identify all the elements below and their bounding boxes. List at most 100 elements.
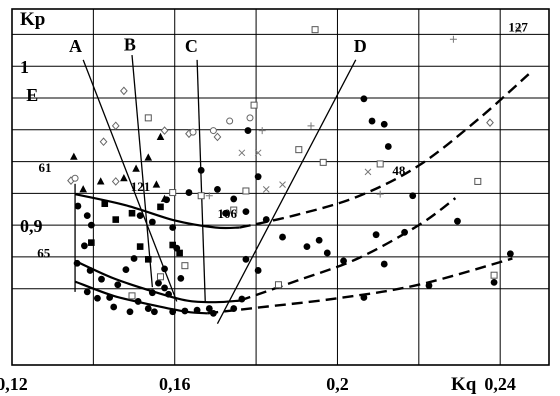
data-markers (67, 26, 522, 317)
marker-filled-square (136, 243, 144, 250)
marker-filled-circle (230, 305, 238, 312)
marker-plus (376, 190, 384, 198)
marker-filled-circle (73, 259, 81, 267)
marker-filled-circle (193, 306, 201, 314)
marker-filled-circle (254, 267, 262, 274)
marker-filled-circle (205, 305, 213, 312)
x-tick-label: 0,16 (159, 374, 191, 394)
marker-open-square (169, 189, 177, 197)
marker-filled-square (101, 200, 109, 207)
marker-filled-circle (94, 294, 101, 302)
marker-open-circle (189, 128, 197, 136)
marker-filled-circle (161, 284, 168, 292)
marker-open-circle (209, 127, 217, 135)
marker-open-circle (226, 117, 234, 125)
marker-filled-circle (74, 202, 82, 210)
marker-filled-square (144, 256, 152, 263)
marker-filled-circle (238, 295, 246, 303)
point-label: 61 (38, 160, 51, 175)
marker-filled-circle (340, 257, 347, 265)
marker-filled-circle (181, 307, 189, 315)
fit-curve-dashed (239, 73, 530, 229)
marker-open-square (250, 101, 258, 109)
marker-open-square (474, 177, 482, 185)
marker-filled-circle (401, 228, 408, 236)
marker-filled-circle (368, 117, 376, 125)
curve-label-c: C (185, 36, 198, 56)
marker-open-square (490, 271, 498, 279)
x-tick-label: 0,2 (326, 374, 349, 394)
marker-filled-circle (83, 288, 91, 296)
marker-filled-circle (150, 308, 158, 316)
marker-filled-triangle (156, 132, 165, 140)
marker-filled-circle (360, 95, 368, 103)
marker-filled-triangle (160, 194, 169, 202)
point-label: 121 (131, 179, 151, 194)
marker-open-square (144, 114, 152, 122)
marker-filled-triangle (132, 164, 140, 172)
marker-open-square (319, 158, 327, 166)
marker-open-square (274, 281, 282, 289)
marker-filled-square (176, 249, 183, 257)
marker-open-diamond (213, 132, 222, 142)
marker-filled-circle (81, 242, 88, 250)
marker-filled-circle (222, 209, 229, 217)
marker-filled-circle (165, 290, 173, 298)
boundary-line-c (196, 59, 206, 302)
marker-filled-circle (380, 120, 388, 128)
marker-filled-circle (126, 308, 134, 316)
marker-open-circle (71, 174, 79, 182)
marker-filled-circle (409, 192, 417, 200)
marker-filled-circle (454, 217, 461, 225)
marker-open-square (295, 146, 303, 154)
grid-lines (12, 9, 549, 365)
y-tick-label: 1 (20, 57, 29, 77)
marker-plus (258, 127, 266, 135)
marker-filled-circle (136, 212, 144, 220)
marker-filled-circle (155, 279, 162, 287)
marker-plus (205, 192, 213, 200)
marker-filled-triangle (152, 180, 161, 188)
marker-filled-square (169, 241, 176, 249)
marker-filled-circle (244, 127, 252, 134)
marker-filled-triangle (96, 177, 105, 185)
marker-filled-circle (303, 243, 311, 250)
marker-filled-circle (262, 216, 270, 223)
marker-filled-circle (106, 294, 114, 301)
marker-open-square (311, 26, 319, 34)
marker-cross (515, 26, 522, 34)
marker-plus (307, 122, 315, 130)
marker-filled-circle (506, 250, 514, 258)
marker-filled-circle (214, 185, 221, 193)
marker-filled-circle (110, 303, 118, 311)
marker-filled-circle (279, 233, 286, 241)
boundary-line-b (131, 55, 153, 288)
chart-labels: A B C D E 127 61 121 106 48 65 (26, 19, 528, 260)
marker-filled-circle (169, 224, 177, 231)
marker-filled-circle (372, 231, 380, 239)
fit-curve-solid (74, 280, 208, 315)
boundary-lines (74, 55, 357, 324)
marker-filled-circle (130, 255, 138, 262)
marker-filled-circle (242, 208, 250, 216)
marker-filled-circle (134, 298, 142, 305)
y-axis-title: Kp (20, 9, 45, 30)
marker-open-circle (246, 114, 254, 122)
curve-label-a: A (69, 36, 82, 56)
marker-open-diamond (486, 118, 494, 127)
y-tick-label: 0,9 (20, 216, 43, 236)
marker-filled-square (112, 216, 120, 223)
marker-filled-circle (144, 305, 152, 312)
marker-filled-circle (242, 255, 250, 263)
marker-open-diamond (120, 86, 128, 96)
marker-filled-triangle (144, 153, 153, 161)
marker-plus (449, 35, 457, 43)
marker-filled-circle (98, 275, 105, 283)
marker-cross (254, 149, 262, 157)
curve-label-e: E (26, 85, 38, 105)
marker-open-square (128, 292, 136, 300)
marker-filled-circle (161, 265, 168, 273)
marker-filled-circle (122, 266, 130, 274)
marker-filled-circle (177, 274, 185, 282)
